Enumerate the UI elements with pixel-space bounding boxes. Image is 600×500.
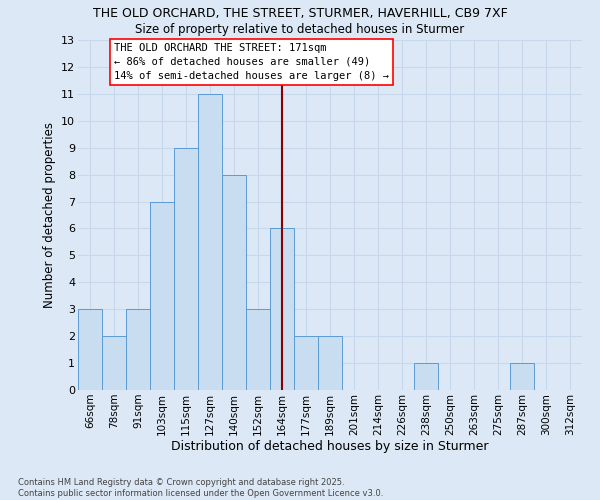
Bar — [150, 202, 174, 390]
Bar — [198, 94, 222, 390]
Bar — [102, 336, 126, 390]
Bar — [414, 363, 438, 390]
Bar — [174, 148, 198, 390]
X-axis label: Distribution of detached houses by size in Sturmer: Distribution of detached houses by size … — [171, 440, 489, 454]
Y-axis label: Number of detached properties: Number of detached properties — [43, 122, 56, 308]
Bar — [78, 309, 102, 390]
Bar — [318, 336, 342, 390]
Bar — [270, 228, 294, 390]
Bar — [510, 363, 534, 390]
Text: THE OLD ORCHARD THE STREET: 171sqm
← 86% of detached houses are smaller (49)
14%: THE OLD ORCHARD THE STREET: 171sqm ← 86%… — [114, 42, 389, 80]
Bar — [294, 336, 318, 390]
Text: THE OLD ORCHARD, THE STREET, STURMER, HAVERHILL, CB9 7XF: THE OLD ORCHARD, THE STREET, STURMER, HA… — [92, 8, 508, 20]
Text: Size of property relative to detached houses in Sturmer: Size of property relative to detached ho… — [136, 22, 464, 36]
Bar — [222, 174, 246, 390]
Bar — [126, 309, 150, 390]
Text: Contains HM Land Registry data © Crown copyright and database right 2025.
Contai: Contains HM Land Registry data © Crown c… — [18, 478, 383, 498]
Bar — [246, 309, 270, 390]
